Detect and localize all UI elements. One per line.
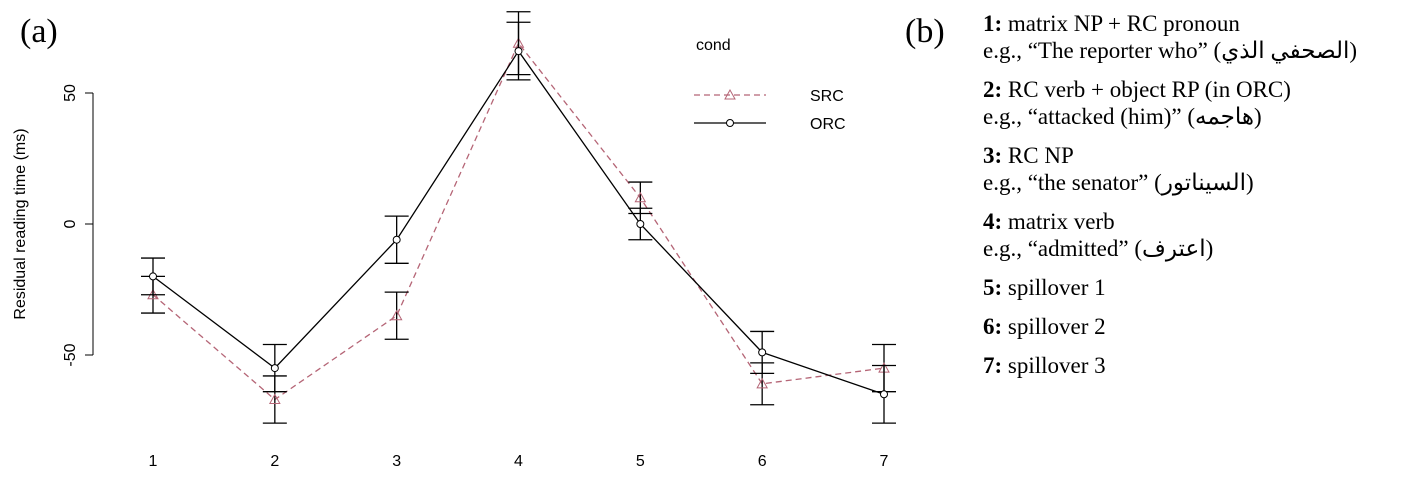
region-number: 3:: [983, 143, 1003, 168]
region-number: 1:: [983, 11, 1003, 36]
legend-title: cond: [696, 37, 731, 54]
y-tick-label: -50: [62, 343, 79, 366]
series-layer: [141, 11, 896, 424]
chart-legend: cond SRC ORC: [694, 37, 846, 133]
y-axis-label: Residual reading time (ms): [12, 128, 29, 319]
data-point: [392, 235, 401, 244]
panel-a-label: (a): [20, 13, 58, 50]
region-item: 4: matrix verb e.g., “admitted” (اعترف): [983, 208, 1403, 262]
region-title: RC verb + object RP (in ORC): [1002, 77, 1291, 102]
y-tick-label: 50: [62, 84, 79, 102]
data-point: [390, 309, 403, 321]
legend-marker: [724, 88, 736, 100]
region-item: 6: spillover 2: [983, 313, 1403, 340]
data-point: [634, 191, 647, 203]
region-item: 5: spillover 1: [983, 274, 1403, 301]
region-example: e.g., “the senator” (السيناتور): [983, 170, 1254, 195]
series-orc: [141, 21, 896, 424]
region-title-line: 2: RC verb + object RP (in ORC): [983, 76, 1403, 103]
data-point: [636, 220, 645, 228]
region-item: 1: matrix NP + RC pronoun e.g., “The repo…: [983, 10, 1403, 64]
panel-b-label: (b): [905, 13, 945, 50]
region-item: 7: spillover 3: [983, 352, 1403, 379]
region-example: e.g., “admitted” (اعترف): [983, 236, 1214, 261]
x-tick-label: 3: [392, 453, 401, 470]
region-title-line: 7: spillover 3: [983, 352, 1403, 379]
region-title-line: 3: RC NP: [983, 142, 1403, 169]
data-point: [514, 47, 523, 56]
region-title-line: 6: spillover 2: [983, 313, 1403, 340]
region-item: 3: RC NP e.g., “the senator” (السيناتور): [983, 142, 1403, 196]
y-tick-label: 0: [62, 219, 79, 228]
region-example: e.g., “The reporter who” (الصحفي الذي): [983, 38, 1358, 63]
region-number: 2:: [983, 77, 1003, 102]
line-chart: (a) -50 0 50 Residual reading time (ms) 1 2 3 4…: [12, 11, 896, 470]
x-tick-label: 1: [149, 453, 158, 470]
data-point: [880, 390, 888, 399]
region-title-line: 5: spillover 1: [983, 274, 1403, 301]
region-number: 7:: [983, 353, 1003, 378]
series-line: [152, 41, 885, 401]
axes: -50 0 50 Residual reading time (ms) 1 2 3 4 5 6 7: [12, 84, 889, 470]
x-tick-label: 6: [758, 453, 767, 470]
data-point: [758, 348, 767, 357]
region-title-line: 4: matrix verb: [983, 208, 1403, 235]
x-tick-label: 7: [880, 453, 889, 470]
region-title: spillover 1: [1002, 275, 1106, 300]
data-point: [756, 377, 769, 389]
legend-marker: [726, 119, 734, 127]
region-number: 6:: [983, 314, 1003, 339]
legend-label: ORC: [810, 116, 846, 133]
data-point: [270, 364, 279, 373]
panel-b-label-wrap: (b): [905, 13, 945, 50]
region-title-line: 1: matrix NP + RC pronoun: [983, 10, 1403, 37]
region-legend: 1: matrix NP + RC pronoun e.g., “The repo…: [983, 10, 1403, 391]
x-tick-label: 4: [514, 453, 523, 470]
series-line: [152, 49, 885, 395]
data-point: [268, 393, 281, 405]
x-tick-label: 5: [636, 453, 645, 470]
region-title: matrix verb: [1002, 209, 1115, 234]
region-title: matrix NP + RC pronoun: [1002, 11, 1240, 36]
region-number: 4:: [983, 209, 1003, 234]
legend-label: SRC: [810, 88, 844, 105]
region-title: RC NP: [1002, 143, 1074, 168]
region-title: spillover 3: [1002, 353, 1106, 378]
region-title: spillover 2: [1002, 314, 1106, 339]
x-tick-label: 2: [270, 453, 279, 470]
region-number: 5:: [983, 275, 1003, 300]
region-item: 2: RC verb + object RP (in ORC) e.g., “at…: [983, 76, 1403, 130]
region-example: e.g., “attacked (him)” (هاجمه): [983, 104, 1262, 129]
data-point: [149, 272, 157, 281]
